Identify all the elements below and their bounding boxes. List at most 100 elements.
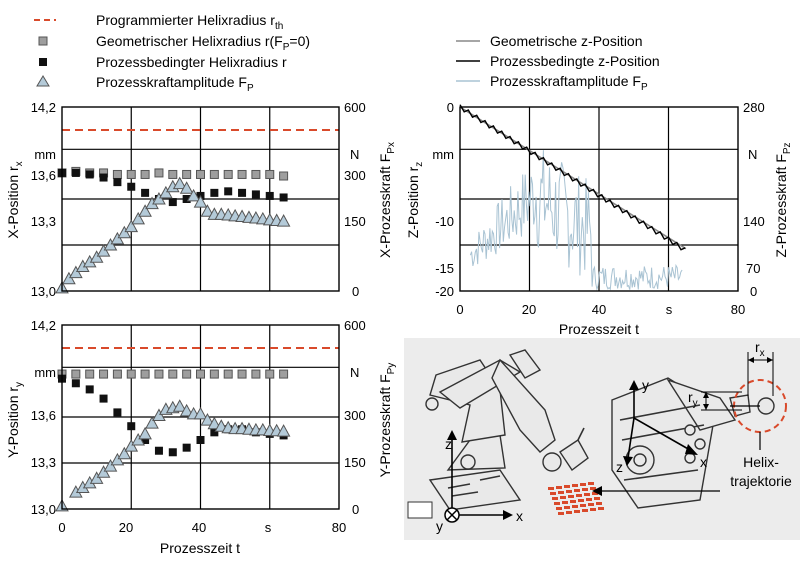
tool-y-label: y [642,377,649,393]
c1-force-point-18 [179,181,194,194]
c2-force-point-20 [200,413,215,426]
c2-process-point-8 [168,448,177,457]
trajectory-segment-14 [568,495,574,498]
trajectory-segment-26 [572,505,578,508]
y-xtick-1: 0 [58,520,65,535]
trajectory-segment-29 [596,502,602,505]
trajectory-segment-20 [570,500,576,503]
c2-process-point-1 [71,379,80,388]
c1-geometric-point-8 [168,169,178,179]
y-ytick-4: 13,0 [31,502,56,517]
y-xlabel: Prozesszeit t [160,540,240,556]
svg-text:Prozessbedingte z-Position: Prozessbedingte z-Position [490,53,660,69]
c2-geometric-point-15 [265,369,275,379]
c1-force-point-10 [124,219,139,233]
trajectory-segment-23 [594,497,600,500]
legend-item-geometric-radius: Geometrischer Helixradius r(FP=0) [38,33,310,53]
z-xtick-4: s [666,302,673,317]
trajectory-segment-6 [550,492,556,495]
x-y2tick-1: 600 [344,100,366,115]
c2-process-point-6 [141,436,150,444]
c2-geometric-point-1 [71,369,81,379]
helix-label-line1: Helix- [743,454,779,470]
c2-geometric-point-9 [182,369,192,379]
x-y2unit: N [350,147,359,162]
trajectory-segment-22 [586,498,592,501]
c1-geometric-point-5 [126,169,136,179]
c1-process-point-2 [85,170,94,179]
dim-rx-label: rx [755,339,765,359]
c2-force-point-4 [89,471,104,484]
base-x-label: x [516,508,523,524]
c1-process-point-6 [141,188,150,197]
z-y2tick-3: 70 [746,261,760,276]
trajectory-segment-11 [590,487,596,490]
c2-geometric-point-8 [168,369,178,379]
robot-diagram: x y z y x z [404,338,800,540]
c1-process-point-5 [127,182,136,191]
chart-x-position: 14,2 mm 13,6 13,3 13,0 600 N 300 150 0 X… [5,100,397,299]
legend-item-process-z: Prozessbedingte z-Position [456,53,660,69]
c2-process-point-2 [85,385,94,394]
c2-geometric-point-12 [223,369,233,379]
svg-text:Prozesskraftamplitude FP: Prozesskraftamplitude FP [490,73,648,93]
c2-process-point-9 [182,443,191,452]
legend-right: Geometrische z-Position Prozessbedingte … [456,33,660,93]
trajectory-segment-18 [554,502,560,505]
base-coordinate-system: x y z [407,430,523,534]
trajectory-segment-35 [598,507,604,510]
z-y2tick-4: 0 [750,284,757,299]
legend-item-geometric-z: Geometrische z-Position [456,33,643,49]
c2-geometric-point-16 [279,369,289,379]
c1-geometric-point-12 [223,169,233,179]
legend-item-force-z: Prozesskraftamplitude FP [456,73,648,93]
c2-geometric-point-5 [126,369,136,379]
svg-text:Programmierter Helixradius rth: Programmierter Helixradius rth [96,12,283,32]
z-xtick-1: 0 [456,302,463,317]
tool-coordinate-system: y x z [616,377,707,475]
z-xtick-5: 80 [731,302,745,317]
trajectory-segment-10 [582,488,588,491]
c1-process-point-9 [182,195,191,203]
c1-force-point-19 [186,188,201,202]
c2-force-point-31 [276,424,291,437]
c1-force-point-6 [96,244,111,257]
c1-force-point-32 [276,214,291,227]
trajectory-segment-19 [562,501,568,504]
c2-force-point-13 [152,408,166,421]
c2-geometric-point-6 [140,369,150,379]
trajectory-segment-34 [590,508,596,511]
svg-text:Prozesskraftamplitude FP: Prozesskraftamplitude FP [96,74,254,94]
legend-left: Programmierter Helixradius rth Geometris… [34,12,310,94]
c2-force-point-10 [131,432,146,446]
z-xlabel: Prozesszeit t [559,321,639,337]
c1-process-point-14 [251,190,260,199]
c2-process-point-5 [127,422,136,431]
c1-force-point-14 [152,191,166,205]
x-ylabel: X-Position rx [5,161,25,238]
trajectory-segment-12 [552,497,558,500]
helix-annotation: rx ry Helix- trajektorie [592,339,792,496]
c1-geometric-point-7 [154,168,164,178]
y-xtick-3: 40 [192,520,206,535]
y-y2tick-1: 600 [344,318,366,333]
c2-force-point-8 [117,446,132,460]
x-y2tick-2: 300 [344,168,366,183]
c1-force-point-12 [138,204,152,217]
trajectory-segment-2 [564,485,570,488]
z-y2label: Z-Prozesskraft FPz [773,142,793,257]
z-process-line [459,104,686,251]
c2-force-point-6 [103,459,118,472]
y-y2tick-4: 0 [352,502,359,517]
c1-process-point-12 [224,187,233,196]
z-ytick-2: -10 [435,214,454,229]
chart-z-position: 0 mm -10 -15 -20 280 N 140 70 0 0 20 40 … [405,100,793,337]
helix-label-line2: trajektorie [730,473,792,489]
c1-force-point-21 [200,204,215,217]
c1-force-point-8 [110,231,125,245]
c2-force-point-12 [145,416,159,429]
c2-force-point-5 [96,465,111,478]
c1-force-point-5 [89,250,104,263]
y-y2tick-2: 300 [344,408,366,423]
trajectory-segment-4 [580,483,586,486]
